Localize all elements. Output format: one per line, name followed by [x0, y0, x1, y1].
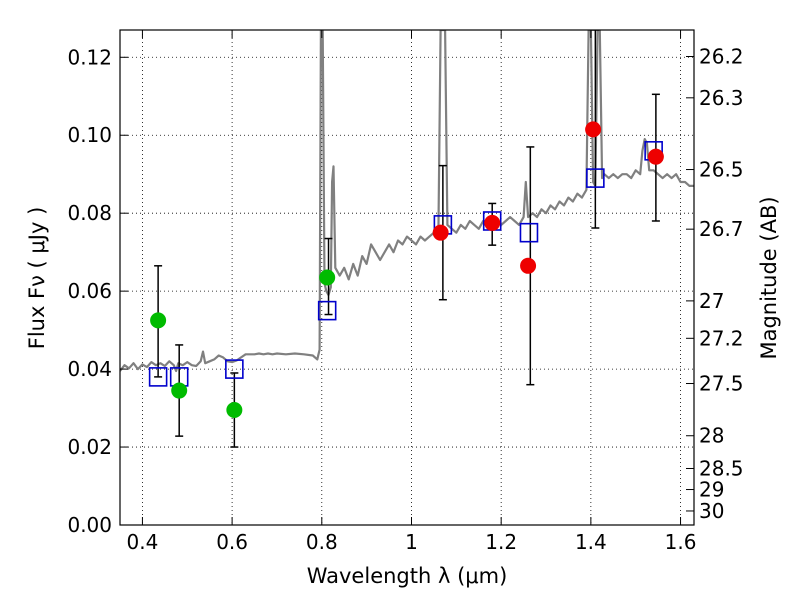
observed-red-point — [484, 214, 501, 231]
y-right-axis-label: Magnitude (AB) — [757, 196, 781, 359]
y-tick-label: 0.02 — [67, 435, 112, 459]
y-axis-label: Flux Fν ( μJy ) — [25, 207, 49, 350]
model-square-point — [225, 359, 244, 379]
x-axis-label: Wavelength λ (μm) — [307, 564, 508, 588]
y-tick-label: 0.06 — [67, 279, 112, 303]
y-tick-label: 0.04 — [67, 357, 112, 381]
y-tick-label: 0.08 — [67, 201, 112, 225]
model-square-point — [148, 367, 168, 387]
mag-tick-label: 28.5 — [699, 456, 744, 480]
model-square-point — [586, 168, 605, 188]
mag-tick-label: 26.7 — [699, 217, 744, 241]
mag-tick-label: 26.5 — [699, 158, 744, 182]
mag-tick-label: 27.5 — [699, 372, 744, 396]
observed-red-point — [647, 148, 664, 165]
mag-tick-label: 30 — [699, 499, 724, 523]
y-tick-label: 0.00 — [67, 513, 112, 537]
axis-ticks: 0.4 0.6 0.8 1 1.2 1.4 1.6 0.00 0.02 0.04 0.06 0.08 0… — [67, 30, 744, 554]
observed-green-point — [319, 269, 336, 286]
plot-frame — [119, 29, 695, 526]
spectrum-line — [120, 30, 694, 373]
mag-tick-label: 28 — [699, 424, 724, 448]
x-tick-label: 1 — [405, 530, 418, 554]
observed-red-point — [432, 224, 449, 241]
mag-tick-label: 29 — [699, 478, 724, 502]
mag-tick-label: 27 — [699, 289, 724, 313]
model-square-point — [317, 300, 337, 321]
x-tick-label: 0.8 — [306, 530, 338, 554]
model-square-point — [519, 222, 539, 243]
mag-tick-label: 27.2 — [699, 326, 744, 350]
grid-lines — [120, 30, 694, 526]
observed-green-point — [150, 312, 167, 329]
x-tick-label: 1.6 — [665, 530, 697, 554]
mag-tick-label: 26.2 — [699, 45, 744, 69]
x-tick-label: 0.6 — [216, 530, 248, 554]
y-tick-label: 0.12 — [67, 45, 112, 69]
x-tick-label: 1.4 — [575, 530, 607, 554]
observed-green-point — [171, 382, 188, 399]
y-tick-label: 0.10 — [67, 123, 112, 147]
x-tick-label: 0.4 — [127, 530, 159, 554]
observed-red-point — [520, 257, 537, 274]
observed-red-point — [585, 121, 602, 138]
x-tick-label: 1.2 — [485, 530, 517, 554]
mag-tick-label: 26.3 — [699, 86, 744, 110]
plot-area — [120, 30, 694, 448]
observed-green-point — [226, 402, 243, 419]
